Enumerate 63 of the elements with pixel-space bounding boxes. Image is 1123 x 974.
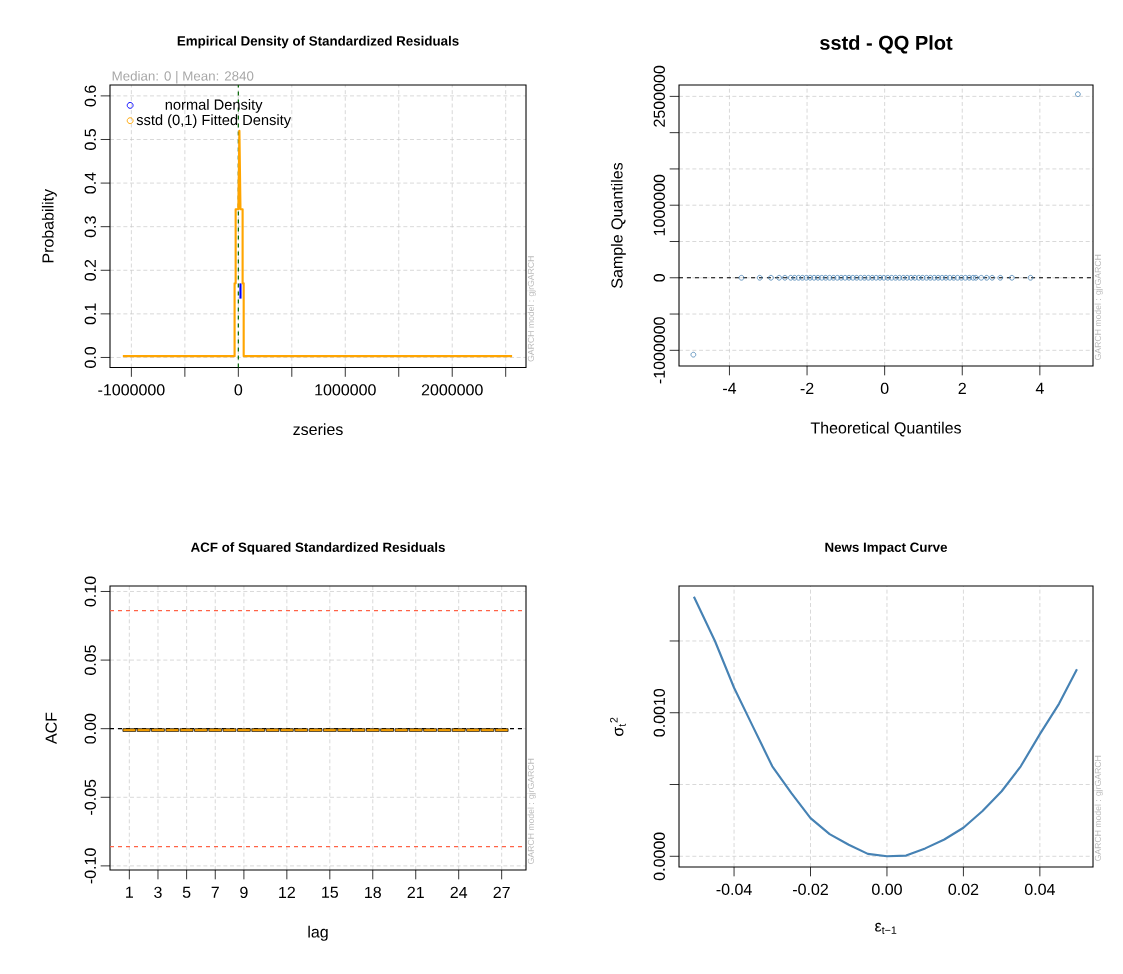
y-tick-label: -0.10 — [84, 848, 96, 884]
y-tick-label: -0.05 — [84, 779, 96, 815]
x-tick-label: 0 — [880, 382, 889, 395]
x-axis-title: zseries — [293, 423, 343, 436]
y-tick-label: 0.00 — [84, 713, 96, 744]
chart-title: Empirical Density of Standardized Residuals — [177, 35, 459, 49]
y-tick-label: 1000000 — [653, 174, 665, 236]
x-axis-title: ε$_{t−1}$ — [875, 922, 897, 934]
x-tick-label: 7 — [211, 886, 219, 898]
y-tick-label: 0.0000 — [653, 832, 665, 881]
legend-label: normal Density — [165, 99, 263, 113]
x-axis-title: Theoretical Quantiles — [810, 421, 961, 437]
x-axis-title: lag — [308, 925, 328, 941]
x-tick-label: -1000000 — [98, 384, 165, 396]
y-tick-label: 2500000 — [653, 65, 665, 127]
x-tick-label: -0.02 — [792, 883, 828, 896]
y-tick-label: 0.0010 — [653, 688, 665, 737]
chart-subtitle: Median: 0 | Mean: 2840 — [112, 70, 254, 84]
y-tick-label: 0.1 — [84, 303, 96, 325]
y-tick-label: 0.2 — [84, 259, 96, 281]
legend-label: sstd (0,1) Fitted Density — [136, 114, 292, 129]
chart-title: News Impact Curve — [825, 542, 948, 555]
y-tick-label: 0 — [653, 273, 665, 282]
x-tick-label: 27 — [493, 886, 510, 898]
x-tick-label: 0.02 — [948, 883, 979, 896]
y-tick-label: 0.5 — [84, 129, 96, 150]
x-tick-label: 0.04 — [1024, 883, 1055, 896]
x-tick-label: 1 — [126, 886, 133, 898]
y-tick-label: 0.6 — [84, 85, 96, 107]
x-tick-label: 12 — [279, 886, 295, 898]
x-tick-label: 21 — [407, 886, 424, 898]
text: GARCH model : gjrGARCH — [527, 256, 536, 362]
x-tick-label: 2000000 — [421, 384, 483, 396]
x-tick-label: 0.00 — [872, 883, 902, 896]
x-tick-label: 1000000 — [315, 384, 376, 396]
x-tick-label: -4 — [723, 382, 737, 394]
text: GARCH model : gjrGARCH — [1094, 755, 1103, 861]
y-axis-title: ACF — [45, 712, 57, 744]
x-tick-label: 4 — [1035, 382, 1044, 394]
y-axis-title: Sample Quantiles — [610, 162, 626, 288]
y-tick-label: 0.3 — [84, 216, 96, 238]
text: GARCH model : gjrGARCH — [527, 758, 536, 864]
y-tick-label: 0.0 — [84, 346, 96, 368]
y-axis-title: Probability — [41, 188, 57, 263]
chart-title: ACF of Squared Standardized Residuals — [190, 542, 445, 555]
x-tick-label: 18 — [365, 886, 381, 899]
x-tick-label: 2 — [958, 382, 966, 394]
x-tick-label: 0 — [234, 384, 243, 396]
y-axis-title: σ$_{t}$2 — [610, 717, 626, 736]
x-tick-label: 15 — [322, 886, 339, 898]
y-tick-label: 0.05 — [84, 645, 96, 676]
chart-title: sstd - QQ Plot — [820, 35, 953, 54]
line-series — [692, 595, 1079, 858]
y-tick-label: 0.10 — [84, 576, 96, 607]
x-tick-label: 5 — [182, 886, 191, 898]
x-tick-label: 9 — [240, 886, 248, 899]
text: GARCH model : gjrGARCH — [1094, 254, 1103, 360]
x-tick-label: 24 — [450, 886, 468, 898]
x-tick-label: -2 — [800, 382, 814, 394]
line-series — [121, 129, 514, 358]
x-tick-label: 3 — [154, 886, 162, 899]
x-tick-label: -0.04 — [716, 883, 752, 896]
y-tick-label: 0.4 — [84, 172, 96, 194]
